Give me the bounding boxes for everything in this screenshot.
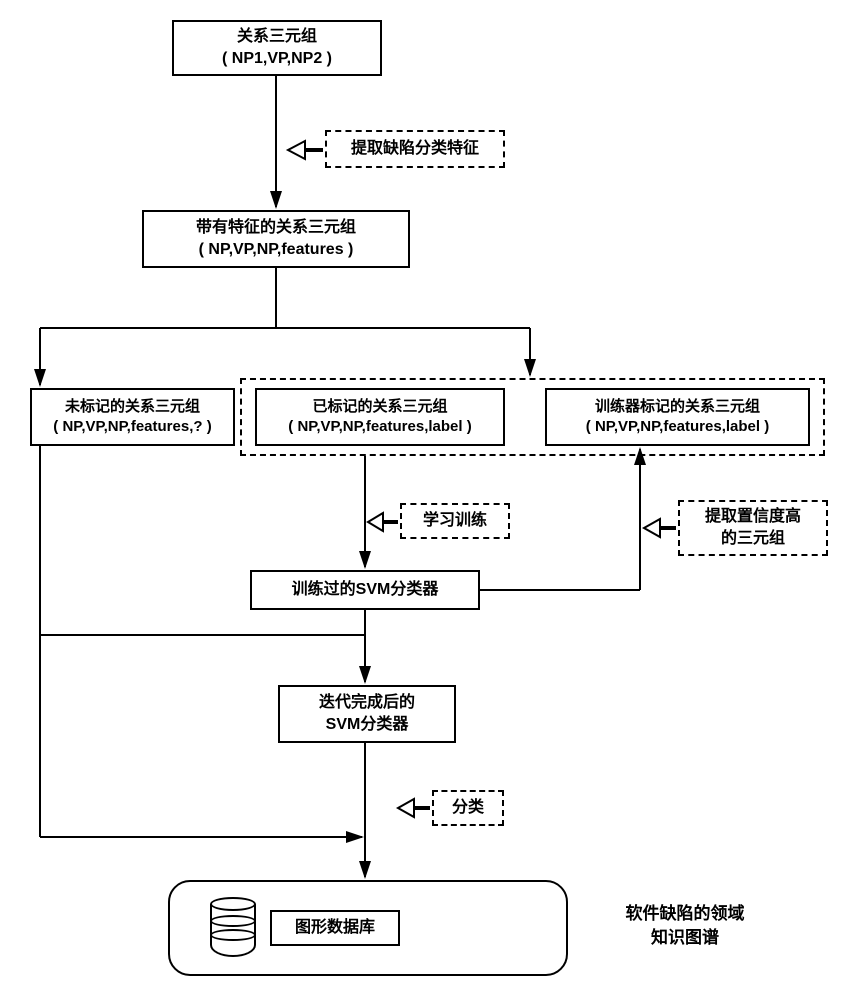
annotation-classify-text: 分类 xyxy=(440,797,496,819)
hollow-arrow-a2 xyxy=(368,513,397,531)
node-featured-triple-line2: ( NP,VP,NP,features ) xyxy=(150,239,402,261)
annotation-confident-line1: 提取置信度高 xyxy=(686,506,820,528)
node-final-svm: 迭代完成后的 SVM分类器 xyxy=(278,685,456,743)
node-featured-triple-line1: 带有特征的关系三元组 xyxy=(150,217,402,239)
node-final-svm-line1: 迭代完成后的 xyxy=(286,692,448,714)
node-trained-svm: 训练过的SVM分类器 xyxy=(250,570,480,610)
annotation-classify: 分类 xyxy=(432,790,504,826)
annotation-extract-features-text: 提取缺陷分类特征 xyxy=(333,138,497,160)
node-trainer-labeled-line1: 训练器标记的关系三元组 xyxy=(553,397,802,417)
label-kg: 软件缺陷的领域 知识图谱 xyxy=(590,902,780,950)
label-kg-line2: 知识图谱 xyxy=(651,928,719,947)
node-unlabeled-line2: ( NP,VP,NP,features,? ) xyxy=(38,417,227,437)
node-graph-db: 图形数据库 xyxy=(270,910,400,946)
hollow-arrow-a1 xyxy=(288,141,322,159)
annotation-confident: 提取置信度高 的三元组 xyxy=(678,500,828,556)
node-trained-svm-text: 训练过的SVM分类器 xyxy=(258,579,472,601)
node-unlabeled-line1: 未标记的关系三元组 xyxy=(38,397,227,417)
node-labeled: 已标记的关系三元组 ( NP,VP,NP,features,label ) xyxy=(255,388,505,446)
node-final-svm-line2: SVM分类器 xyxy=(286,714,448,736)
node-featured-triple: 带有特征的关系三元组 ( NP,VP,NP,features ) xyxy=(142,210,410,268)
hollow-arrow-a4 xyxy=(398,799,429,817)
annotation-train-text: 学习训练 xyxy=(408,510,502,532)
node-unlabeled: 未标记的关系三元组 ( NP,VP,NP,features,? ) xyxy=(30,388,235,446)
node-labeled-line1: 已标记的关系三元组 xyxy=(263,397,497,417)
node-trainer-labeled: 训练器标记的关系三元组 ( NP,VP,NP,features,label ) xyxy=(545,388,810,446)
node-triple-line1: 关系三元组 xyxy=(180,26,374,48)
node-triple-line2: ( NP1,VP,NP2 ) xyxy=(180,48,374,70)
node-labeled-line2: ( NP,VP,NP,features,label ) xyxy=(263,417,497,437)
node-triple: 关系三元组 ( NP1,VP,NP2 ) xyxy=(172,20,382,76)
label-kg-line1: 软件缺陷的领域 xyxy=(626,904,745,923)
annotation-confident-line2: 的三元组 xyxy=(686,528,820,550)
node-trainer-labeled-line2: ( NP,VP,NP,features,label ) xyxy=(553,417,802,437)
node-graph-db-text: 图形数据库 xyxy=(278,917,392,939)
db-cylinder xyxy=(210,897,256,957)
annotation-extract-features: 提取缺陷分类特征 xyxy=(325,130,505,168)
hollow-arrow-a3 xyxy=(644,519,675,537)
annotation-train: 学习训练 xyxy=(400,503,510,539)
